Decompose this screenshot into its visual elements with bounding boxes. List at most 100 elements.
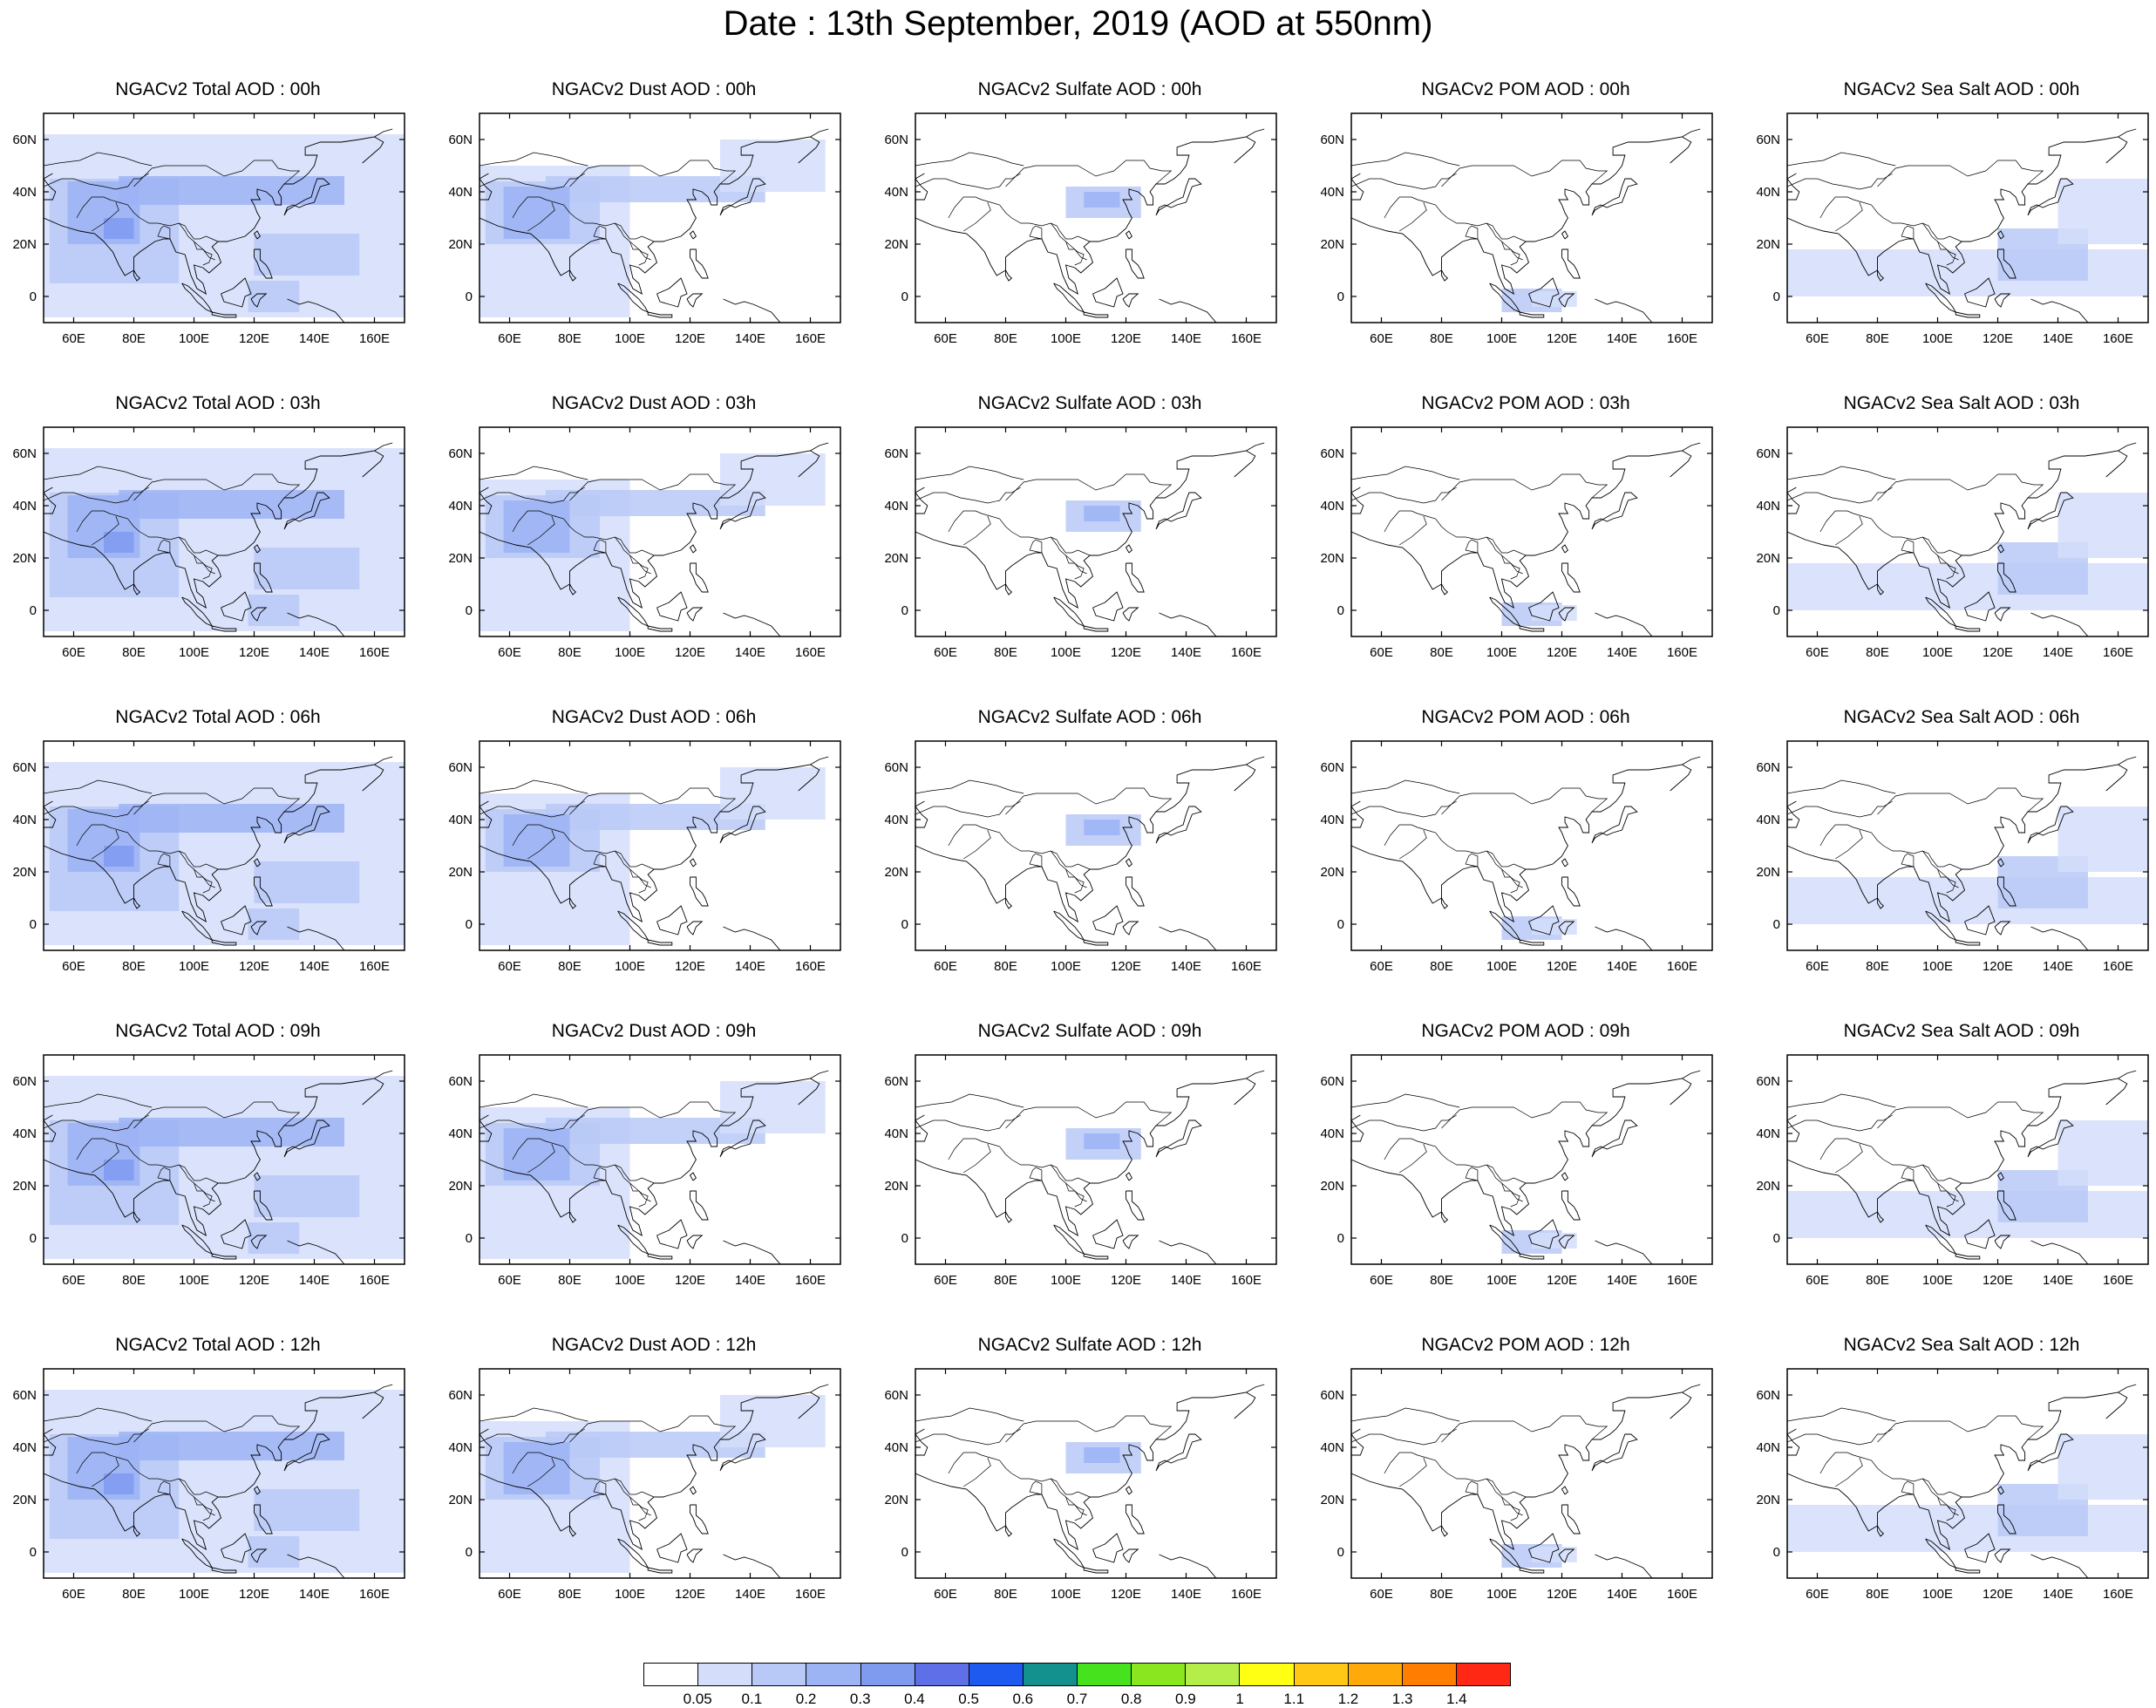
- country-border: [179, 1478, 215, 1516]
- country-border: [1465, 225, 1479, 240]
- lon-tick-label: 80E: [1430, 1587, 1453, 1602]
- map-layers: [44, 442, 405, 636]
- lon-tick-label: 160E: [2103, 1273, 2133, 1288]
- coastline: [1351, 1428, 1364, 1456]
- lon-tick-label: 160E: [795, 331, 826, 346]
- map-panel: NGACv2 Sea Salt AOD : 09h 60E 80E 100E 120E 1…: [1744, 1018, 2156, 1332]
- coastline: [1955, 311, 1981, 318]
- lat-tick-label: 40N: [1756, 1440, 1780, 1455]
- coastline: [479, 487, 493, 514]
- coastline: [1994, 607, 2011, 622]
- country-border: [1922, 1478, 1959, 1516]
- country-border: [1005, 160, 1173, 187]
- country-border: [963, 201, 991, 232]
- coastline: [723, 298, 781, 323]
- lon-tick-label: 100E: [179, 959, 209, 974]
- aod-shading: [1084, 192, 1120, 208]
- country-border: [629, 1496, 649, 1521]
- coastline: [479, 800, 493, 828]
- country-border: [1351, 173, 1457, 190]
- lon-tick-label: 160E: [2103, 645, 2133, 660]
- aod-shading: [720, 139, 826, 192]
- lon-tick-label: 160E: [2103, 331, 2133, 346]
- country-border: [1877, 473, 2044, 501]
- country-border: [1937, 1496, 1956, 1521]
- coastline: [719, 492, 766, 530]
- coastline: [1519, 625, 1545, 632]
- panel-title: NGACv2 Dust AOD : 12h: [551, 1335, 757, 1355]
- country-border: [179, 536, 215, 575]
- coastline: [798, 450, 820, 478]
- coastline: [915, 1114, 928, 1142]
- colorbar: 0.05 0.1 0.2 0.3 0.4 0.5 0.6 0.7 0.8 0.9 1 1.1 1.2 1.…: [643, 1663, 1511, 1707]
- coastline: [1053, 910, 1085, 941]
- coastline: [1083, 1567, 1109, 1574]
- lat-tick-label: 20N: [1320, 237, 1344, 252]
- coastline: [479, 173, 493, 201]
- coastline: [133, 1525, 141, 1537]
- lon-tick-label: 120E: [239, 959, 269, 974]
- coastline: [1092, 277, 1124, 308]
- coastline: [1595, 926, 1653, 950]
- coastline: [1997, 876, 2017, 907]
- country-border: [615, 536, 651, 575]
- coastline: [1558, 921, 1575, 936]
- lat-tick-label: 20N: [1756, 1179, 1780, 1194]
- country-border: [1486, 1478, 1523, 1516]
- lat-tick-label: 20N: [448, 1493, 473, 1507]
- coastline: [1561, 1504, 1581, 1534]
- colorbar-swatch: [1186, 1664, 1241, 1685]
- coastline: [1234, 764, 1256, 792]
- lat-tick-label: 0: [901, 917, 908, 932]
- country-border: [44, 1093, 153, 1108]
- lon-tick-label: 160E: [1667, 1273, 1697, 1288]
- colorbar-label: 0.05: [683, 1691, 712, 1707]
- lon-tick-label: 60E: [934, 1587, 957, 1602]
- country-border: [512, 1452, 655, 1498]
- coastline: [1351, 756, 1701, 922]
- aod-shading: [1532, 1233, 1577, 1249]
- map-panel: NGACv2 Dust AOD : 03h 60E 80E 100E 120E 140E 1…: [436, 391, 872, 704]
- coastline: [283, 1119, 330, 1158]
- aod-shading: [104, 218, 134, 239]
- country-border: [1029, 539, 1043, 554]
- lon-tick-label: 80E: [994, 1587, 1017, 1602]
- country-border: [479, 1428, 585, 1446]
- country-border: [963, 1457, 991, 1487]
- coastline: [1996, 230, 2004, 240]
- coastline: [689, 858, 697, 868]
- coastline: [287, 1240, 345, 1264]
- coastline: [1083, 939, 1109, 946]
- country-border: [593, 1167, 607, 1181]
- coastline: [287, 612, 345, 636]
- coastline: [1351, 1070, 1701, 1236]
- map-frame: [1786, 1054, 2149, 1265]
- country-border: [915, 800, 1021, 818]
- map-plot: 60E 80E 100E 120E 140E 160E 60N 40N 20N 0: [448, 740, 841, 974]
- colorbar-swatch: [1402, 1664, 1457, 1685]
- country-border: [1465, 1480, 1479, 1495]
- country-border: [1384, 1138, 1527, 1184]
- country-border: [44, 1407, 153, 1422]
- coastline: [1670, 764, 1692, 792]
- lon-tick-label: 60E: [934, 1273, 957, 1288]
- colorbar-swatch: [752, 1664, 807, 1685]
- lat-tick-label: 20N: [448, 237, 473, 252]
- map-panel: NGACv2 Sea Salt AOD : 03h 60E 80E 100E 120E 1…: [1744, 391, 2156, 704]
- coastline: [2030, 1554, 2089, 1578]
- coastline: [656, 905, 688, 936]
- country-border: [1937, 555, 1956, 580]
- country-border: [1399, 1143, 1427, 1174]
- country-border: [479, 173, 585, 190]
- lon-tick-label: 120E: [1111, 1273, 1141, 1288]
- coastline: [915, 173, 928, 201]
- country-border: [1051, 536, 1087, 575]
- coastline: [362, 764, 384, 792]
- lat-tick-label: 0: [466, 289, 473, 304]
- aod-shading: [1084, 506, 1120, 521]
- coastline: [690, 1504, 709, 1534]
- lon-tick-label: 120E: [1983, 1587, 2013, 1602]
- lat-tick-label: 20N: [12, 1493, 37, 1507]
- coastline: [2027, 178, 2074, 216]
- country-border: [1441, 473, 1608, 501]
